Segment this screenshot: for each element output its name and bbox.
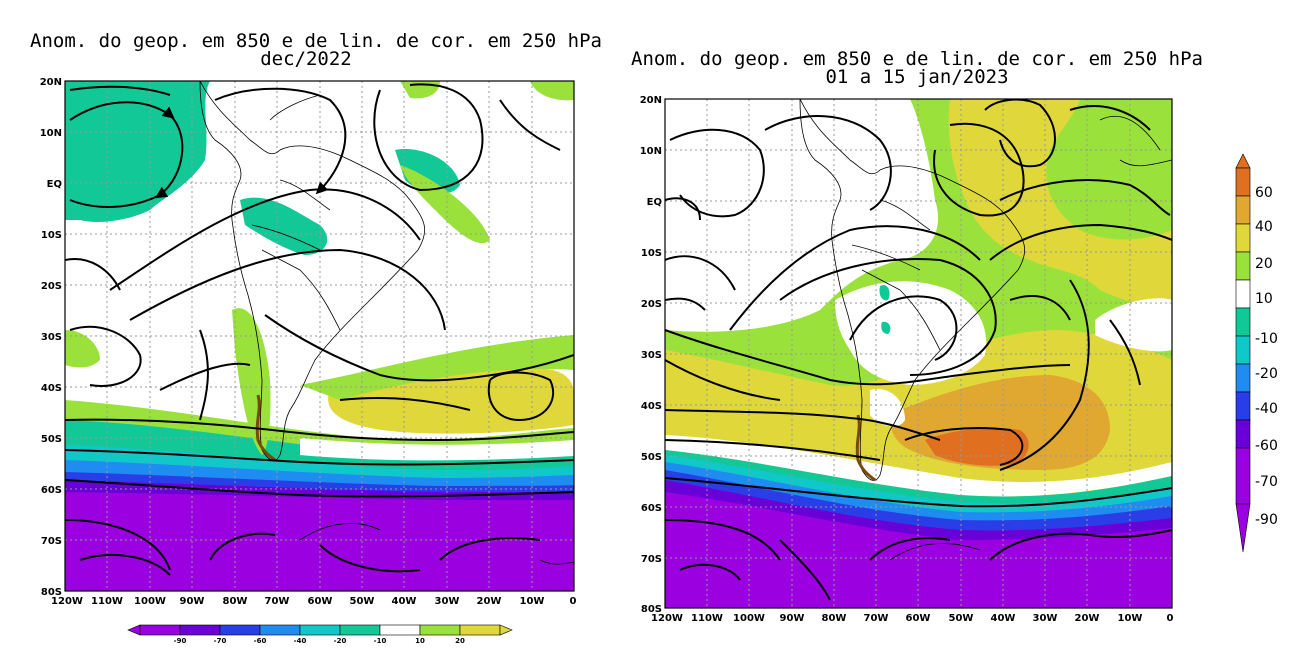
- map1-lon-label: 90W: [180, 596, 205, 607]
- colorbar-h-label: 10: [415, 637, 425, 645]
- map1-lat-label: 20S: [41, 281, 62, 292]
- map1-lon-label: 0: [570, 596, 577, 607]
- map1-lon-labels: 120W 110W 100W 90W 80W 70W 60W 50W 40W 3…: [51, 596, 576, 607]
- map1: 20N 10N EQ 10S 20S 30S 40S 50S 60S 70S 8…: [40, 77, 577, 607]
- map2-lon-label: 70W: [864, 613, 889, 624]
- map2-lat-label: 50S: [641, 452, 662, 463]
- map2-lon-label: 90W: [780, 613, 805, 624]
- map1-lat-label: 70S: [41, 536, 62, 547]
- map2-lon-label: 100W: [733, 613, 765, 624]
- map1-lon-label: 80W: [223, 596, 248, 607]
- map2-lat-label: 70S: [641, 554, 662, 565]
- map1-lon-label: 20W: [477, 596, 502, 607]
- map2-frame: [664, 98, 1173, 609]
- map2-lon-label: 80W: [822, 613, 847, 624]
- map1-lon-label: 120W: [51, 596, 83, 607]
- map2-lon-label: 120W: [651, 613, 683, 624]
- map1-lat-label: 20N: [40, 77, 62, 88]
- colorbar-v-label: 20: [1255, 256, 1273, 272]
- map2-lat-label: 20S: [641, 299, 662, 310]
- map1-streamlines: [65, 83, 574, 576]
- colorbar-vertical: 60 40 20 10 -10 -20 -40 -60 -70 -90: [1235, 153, 1278, 553]
- map2-lat-label: 10S: [641, 248, 662, 259]
- map1-grid: [65, 81, 574, 591]
- map1-lat-label: 40S: [41, 383, 62, 394]
- colorbar-v-label: -20: [1255, 366, 1278, 382]
- map2-lat-label: 20N: [640, 95, 662, 106]
- map1-lat-label: 10S: [41, 230, 62, 241]
- map1-lat-label: 50S: [41, 434, 62, 445]
- map1-lat-label: 10N: [40, 128, 62, 139]
- colorbar-v-label: -40: [1255, 401, 1278, 417]
- map1-lat-labels: 20N 10N EQ 10S 20S 30S 40S 50S 60S 70S 8…: [40, 77, 62, 598]
- map1-lat-label: 30S: [41, 332, 62, 343]
- map2-lon-label: 40W: [991, 613, 1016, 624]
- map2-lat-labels: 20N 10N EQ 10S 20S 30S 40S 50S 60S 70S 8…: [640, 95, 662, 615]
- map1-title-line1: Anom. do geop. em 850 e de lin. de cor. …: [30, 30, 602, 52]
- map2-lon-label: 60W: [906, 613, 931, 624]
- map1-lon-label: 10W: [520, 596, 545, 607]
- map1-lon-label: 70W: [265, 596, 290, 607]
- map1-lat-label: EQ: [47, 179, 62, 190]
- colorbar-h-label: -40: [294, 637, 307, 645]
- map2-lon-label: 110W: [691, 613, 723, 624]
- map1-andes-relief: [255, 394, 276, 462]
- map2-title-line2: 01 a 15 jan/2023: [825, 66, 1009, 88]
- map1-lon-label: 60W: [308, 596, 333, 607]
- colorbar-h-label: -70: [214, 637, 227, 645]
- colorbar-h-label: -20: [334, 637, 347, 645]
- map2-lon-label: 10W: [1118, 613, 1143, 624]
- map2-streamlines: [665, 99, 1172, 601]
- map2: 20N 10N EQ 10S 20S 30S 40S 50S 60S 70S 8…: [640, 95, 1174, 624]
- map2-lon-label: 30W: [1033, 613, 1058, 624]
- colorbar-horizontal: -90 -70 -60 -40 -20 -10 10 20: [127, 624, 513, 645]
- map1-lon-label: 110W: [91, 596, 123, 607]
- map2-lon-label: 0: [1167, 613, 1174, 624]
- map2-lat-label: 80S: [641, 604, 662, 615]
- map2-lon-labels: 120W 110W 100W 90W 80W 70W 60W 50W 40W 3…: [651, 613, 1173, 624]
- map1-lon-label: 40W: [392, 596, 417, 607]
- map1-lon-label: 50W: [350, 596, 375, 607]
- map2-lat-label: 10N: [640, 146, 662, 157]
- colorbar-v-label: 10: [1255, 291, 1273, 307]
- map2-lat-label: 30S: [641, 350, 662, 361]
- colorbar-h-label: -90: [174, 637, 187, 645]
- colorbar-v-label: -60: [1255, 438, 1278, 454]
- map1-lon-label: 100W: [134, 596, 166, 607]
- map2-lon-label: 20W: [1075, 613, 1100, 624]
- map2-lon-label: 50W: [949, 613, 974, 624]
- colorbar-v-label: -70: [1255, 474, 1278, 490]
- colorbar-h-label: 20: [455, 637, 465, 645]
- map2-coastlines: [799, 99, 1172, 561]
- colorbar-h-label: -10: [374, 637, 387, 645]
- map2-title-line1: Anom. do geop. em 850 e de lin. de cor. …: [631, 48, 1203, 70]
- map1-title-line2: dec/2022: [260, 48, 352, 70]
- colorbar-v-label: -90: [1255, 512, 1278, 528]
- map1-lat-label: 80S: [41, 587, 62, 598]
- map2-lat-label: 60S: [641, 503, 662, 514]
- map1-frame: [64, 80, 575, 592]
- map2-lat-label: 40S: [641, 401, 662, 412]
- map1-lon-label: 30W: [435, 596, 460, 607]
- colorbar-v-label: 60: [1255, 185, 1273, 201]
- map2-lat-label: EQ: [647, 197, 662, 208]
- map2-andes-relief: [855, 414, 876, 482]
- colorbar-h-label: -60: [254, 637, 267, 645]
- colorbar-v-label: 40: [1255, 219, 1273, 235]
- map1-lat-label: 60S: [41, 485, 62, 496]
- colorbar-v-label: -10: [1255, 331, 1278, 347]
